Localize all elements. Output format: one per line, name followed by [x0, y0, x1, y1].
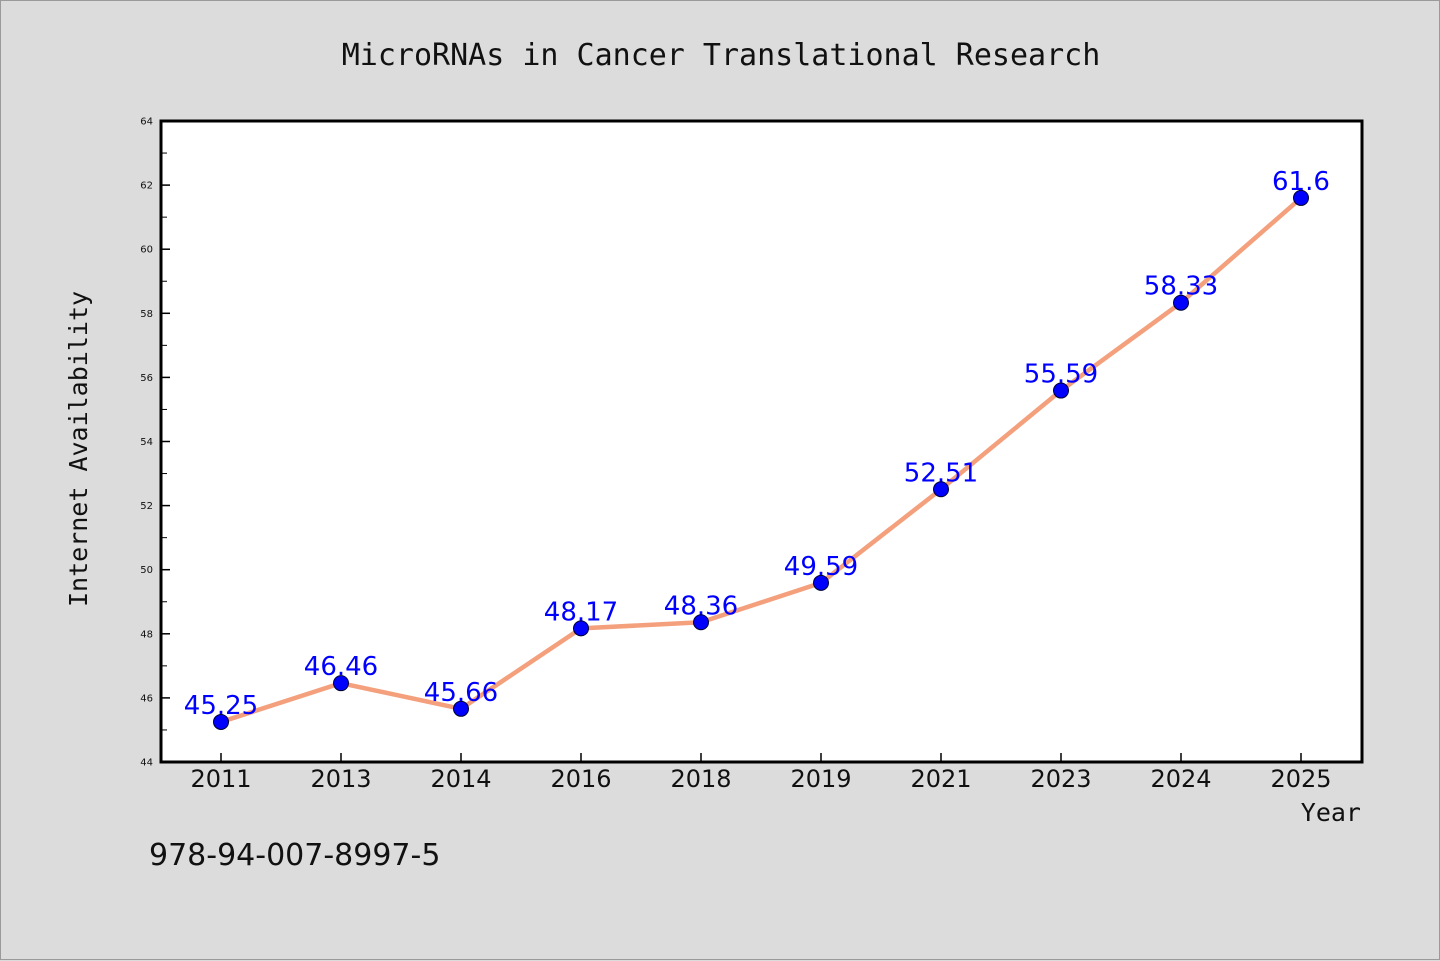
data-label: 58.33	[1144, 272, 1218, 302]
x-tick-label: 2021	[910, 765, 971, 793]
data-point	[213, 713, 229, 730]
x-axis-title: Year	[1301, 798, 1361, 827]
data-label: 48.17	[544, 597, 618, 627]
x-tick-label: 2011	[190, 765, 251, 793]
footer-isbn: 978-94-007-8997-5	[149, 838, 440, 873]
data-label: 49.59	[784, 552, 858, 582]
data-point	[1293, 189, 1309, 206]
y-tick-label: 50	[140, 565, 153, 576]
data-point	[813, 574, 829, 591]
x-tick-label: 2018	[670, 765, 731, 793]
y-tick-label: 60	[140, 245, 153, 256]
y-tick-label: 48	[140, 629, 153, 640]
y-tick-label: 64	[140, 117, 153, 128]
plot-area	[159, 119, 1364, 764]
y-tick-label: 62	[140, 181, 153, 192]
y-tick-label: 54	[140, 437, 153, 448]
data-point	[1053, 382, 1069, 399]
y-tick-label: 58	[140, 309, 153, 320]
chart-title: MicroRNAs in Cancer Translational Resear…	[342, 38, 1101, 73]
series-layer	[213, 189, 1309, 730]
data-label: 45.25	[184, 691, 258, 721]
data-label: 46.46	[304, 652, 378, 682]
x-tick-label: 2024	[1150, 765, 1211, 793]
y-axis-title: Internet Availability	[64, 291, 93, 607]
x-tick-label: 2025	[1270, 765, 1331, 793]
y-tick-label: 46	[140, 693, 153, 704]
x-tick-label: 2019	[790, 765, 851, 793]
y-tick-label: 56	[140, 373, 153, 384]
x-tick-label: 2016	[550, 765, 611, 793]
data-point	[933, 481, 949, 498]
x-tick-label: 2013	[310, 765, 371, 793]
y-tick-label: 44	[140, 758, 153, 769]
x-tick-label: 2014	[430, 765, 491, 793]
data-point	[333, 675, 349, 692]
data-label: 48.36	[664, 591, 738, 621]
y-tick-label: 52	[140, 501, 153, 512]
data-point	[573, 620, 589, 637]
data-point	[693, 614, 709, 631]
data-point	[1173, 294, 1189, 311]
data-label: 52.51	[904, 458, 978, 488]
x-axis: 2011 2013 2014 2016 2018 2019 2021 2023 2024 2025	[190, 753, 1332, 793]
data-label: 61.6	[1272, 167, 1330, 197]
data-label: 55.59	[1024, 360, 1098, 390]
data-label: 45.66	[424, 678, 498, 708]
data-labels: 45.25 46.46 45.66 48.17 48.36 49.59 52.51 55.59…	[184, 167, 1330, 721]
series-line	[218, 195, 1304, 725]
x-tick-label: 2023	[1030, 765, 1091, 793]
data-point	[453, 700, 469, 717]
y-axis: 44 46 48 50 52 54 56 58 60 62 64	[140, 117, 170, 769]
